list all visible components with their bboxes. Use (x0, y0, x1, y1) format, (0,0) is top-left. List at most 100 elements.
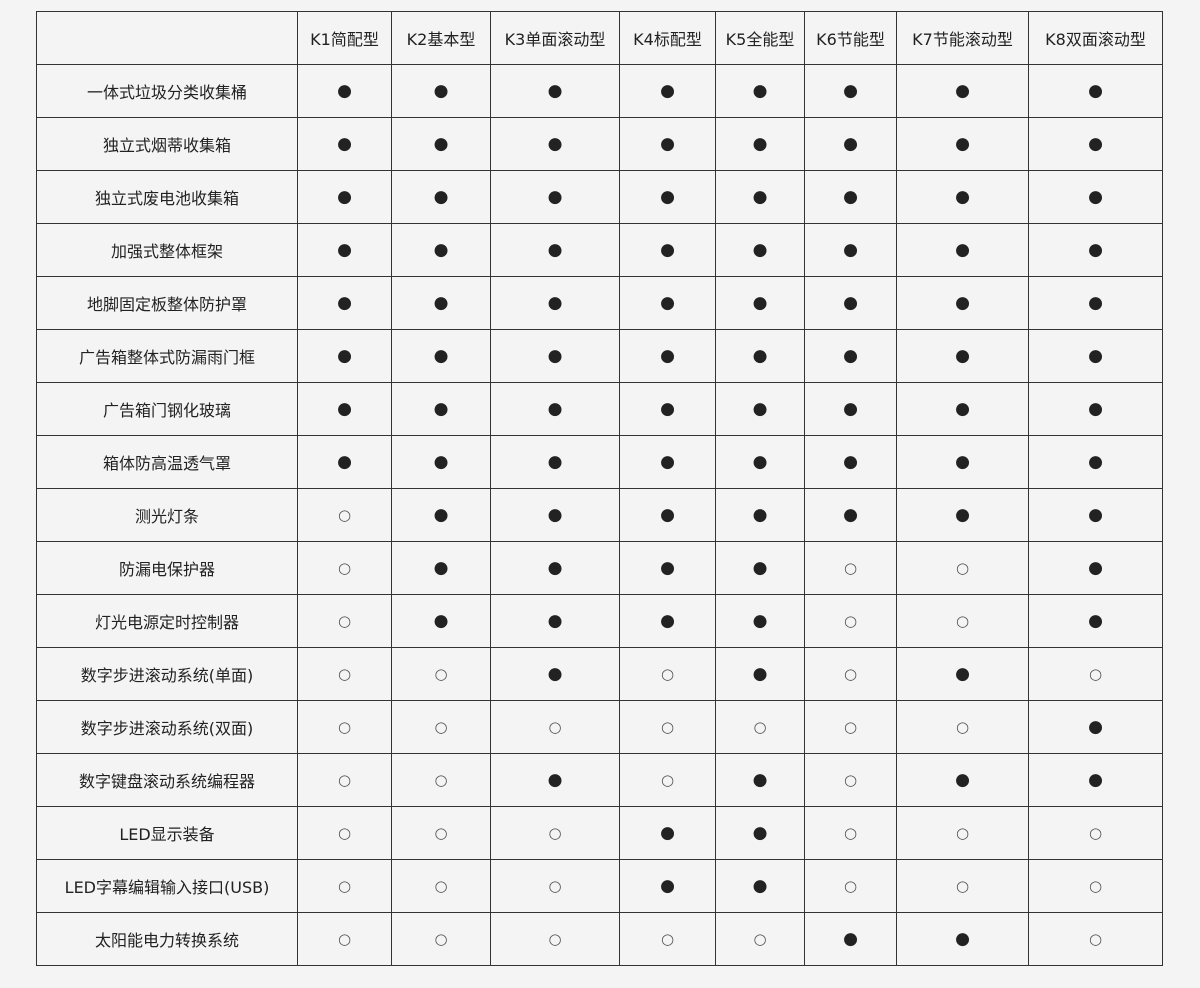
included-dot-icon: ● (391, 64, 491, 118)
included-dot-icon: ● (297, 276, 392, 330)
included-dot-icon: ● (1028, 753, 1163, 807)
included-dot-icon: ● (1028, 223, 1163, 277)
included-dot-icon: ● (391, 488, 491, 542)
included-dot-icon: ● (391, 541, 491, 595)
included-dot-icon: ● (715, 753, 805, 807)
included-dot-icon: ● (490, 647, 620, 701)
included-dot-icon: ● (715, 223, 805, 277)
feature-label: 广告箱整体式防漏雨门框 (36, 329, 298, 383)
table-row: 地脚固定板整体防护罩 ● ● ● ● ● ● ● ● (36, 276, 1163, 330)
not-included-circle-icon: ○ (619, 700, 716, 754)
not-included-circle-icon: ○ (804, 806, 897, 860)
feature-label: 箱体防高温透气罩 (36, 435, 298, 489)
included-dot-icon: ● (804, 223, 897, 277)
included-dot-icon: ● (297, 329, 392, 383)
feature-label: 地脚固定板整体防护罩 (36, 276, 298, 330)
table-row: 防漏电保护器 ○ ● ● ● ● ○ ○ ● (36, 541, 1163, 595)
not-included-circle-icon: ○ (391, 647, 491, 701)
not-included-circle-icon: ○ (896, 594, 1029, 648)
not-included-circle-icon: ○ (896, 541, 1029, 595)
included-dot-icon: ● (715, 64, 805, 118)
included-dot-icon: ● (715, 488, 805, 542)
not-included-circle-icon: ○ (391, 753, 491, 807)
included-dot-icon: ● (619, 806, 716, 860)
column-header: K8双面滚动型 (1028, 11, 1163, 65)
not-included-circle-icon: ○ (297, 488, 392, 542)
included-dot-icon: ● (896, 64, 1029, 118)
not-included-circle-icon: ○ (1028, 912, 1163, 966)
included-dot-icon: ● (297, 382, 392, 436)
included-dot-icon: ● (490, 170, 620, 224)
included-dot-icon: ● (715, 859, 805, 913)
included-dot-icon: ● (804, 276, 897, 330)
column-header: K1简配型 (297, 11, 392, 65)
included-dot-icon: ● (391, 170, 491, 224)
included-dot-icon: ● (297, 64, 392, 118)
not-included-circle-icon: ○ (804, 859, 897, 913)
not-included-circle-icon: ○ (804, 541, 897, 595)
included-dot-icon: ● (715, 435, 805, 489)
included-dot-icon: ● (1028, 594, 1163, 648)
included-dot-icon: ● (1028, 435, 1163, 489)
included-dot-icon: ● (804, 435, 897, 489)
column-header: K6节能型 (804, 11, 897, 65)
not-included-circle-icon: ○ (804, 594, 897, 648)
included-dot-icon: ● (804, 382, 897, 436)
included-dot-icon: ● (297, 170, 392, 224)
included-dot-icon: ● (1028, 64, 1163, 118)
included-dot-icon: ● (715, 329, 805, 383)
not-included-circle-icon: ○ (619, 753, 716, 807)
included-dot-icon: ● (391, 594, 491, 648)
included-dot-icon: ● (391, 276, 491, 330)
included-dot-icon: ● (715, 170, 805, 224)
not-included-circle-icon: ○ (297, 912, 392, 966)
feature-label: 独立式烟蒂收集箱 (36, 117, 298, 171)
included-dot-icon: ● (391, 329, 491, 383)
included-dot-icon: ● (619, 117, 716, 171)
included-dot-icon: ● (490, 382, 620, 436)
not-included-circle-icon: ○ (804, 700, 897, 754)
feature-label: 数字步进滚动系统(双面) (36, 700, 298, 754)
not-included-circle-icon: ○ (1028, 806, 1163, 860)
included-dot-icon: ● (715, 647, 805, 701)
included-dot-icon: ● (804, 329, 897, 383)
included-dot-icon: ● (896, 117, 1029, 171)
not-included-circle-icon: ○ (804, 647, 897, 701)
included-dot-icon: ● (619, 594, 716, 648)
table-row: 箱体防高温透气罩 ● ● ● ● ● ● ● ● (36, 435, 1163, 489)
included-dot-icon: ● (896, 329, 1029, 383)
feature-label: LED字幕编辑输入接口(USB) (36, 859, 298, 913)
table-row: 数字步进滚动系统(单面) ○ ○ ● ○ ● ○ ● ○ (36, 647, 1163, 701)
table-row: 数字键盘滚动系统编程器 ○ ○ ● ○ ● ○ ● ● (36, 753, 1163, 807)
column-header: K3单面滚动型 (490, 11, 620, 65)
included-dot-icon: ● (619, 276, 716, 330)
not-included-circle-icon: ○ (297, 700, 392, 754)
table-row: LED显示装备 ○ ○ ○ ● ● ○ ○ ○ (36, 806, 1163, 860)
included-dot-icon: ● (490, 488, 620, 542)
included-dot-icon: ● (1028, 541, 1163, 595)
included-dot-icon: ● (490, 117, 620, 171)
not-included-circle-icon: ○ (619, 647, 716, 701)
feature-label: 独立式废电池收集箱 (36, 170, 298, 224)
included-dot-icon: ● (619, 435, 716, 489)
not-included-circle-icon: ○ (297, 541, 392, 595)
included-dot-icon: ● (804, 488, 897, 542)
feature-label: 太阳能电力转换系统 (36, 912, 298, 966)
table-row: 独立式废电池收集箱 ● ● ● ● ● ● ● ● (36, 170, 1163, 224)
included-dot-icon: ● (619, 488, 716, 542)
not-included-circle-icon: ○ (297, 806, 392, 860)
not-included-circle-icon: ○ (1028, 859, 1163, 913)
included-dot-icon: ● (619, 170, 716, 224)
not-included-circle-icon: ○ (490, 806, 620, 860)
included-dot-icon: ● (619, 223, 716, 277)
feature-label: 数字步进滚动系统(单面) (36, 647, 298, 701)
included-dot-icon: ● (619, 329, 716, 383)
table-row: 一体式垃圾分类收集桶 ● ● ● ● ● ● ● ● (36, 64, 1163, 118)
not-included-circle-icon: ○ (490, 859, 620, 913)
included-dot-icon: ● (1028, 329, 1163, 383)
included-dot-icon: ● (297, 117, 392, 171)
not-included-circle-icon: ○ (391, 912, 491, 966)
feature-label: 测光灯条 (36, 488, 298, 542)
not-included-circle-icon: ○ (391, 700, 491, 754)
feature-label: 加强式整体框架 (36, 223, 298, 277)
